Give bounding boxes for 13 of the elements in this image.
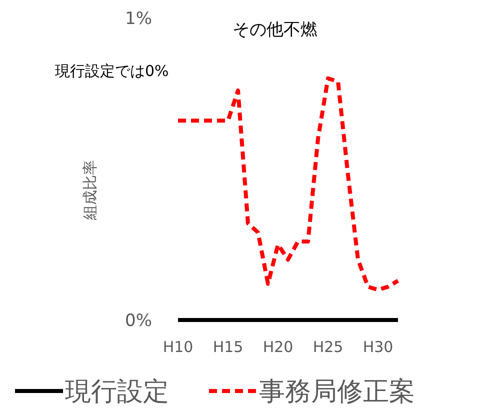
x-tick-label: H20 xyxy=(262,338,294,356)
x-tick-label: H15 xyxy=(212,338,244,356)
y-tick-label: 0% xyxy=(125,311,152,331)
y-axis-title: 組成比率 xyxy=(81,160,99,221)
legend-label: 事務局修正案 xyxy=(259,377,415,407)
chart-title: その他不燃 xyxy=(232,20,318,40)
line-series xyxy=(176,76,400,292)
x-tick-label: H30 xyxy=(362,338,394,356)
text: 現行設定では0% xyxy=(55,62,169,80)
x-tick-label: H10 xyxy=(162,338,194,356)
y-tick-label: 1% xyxy=(125,9,152,29)
x-tick-label: H25 xyxy=(312,338,344,356)
legend-label: 現行設定 xyxy=(65,377,169,407)
